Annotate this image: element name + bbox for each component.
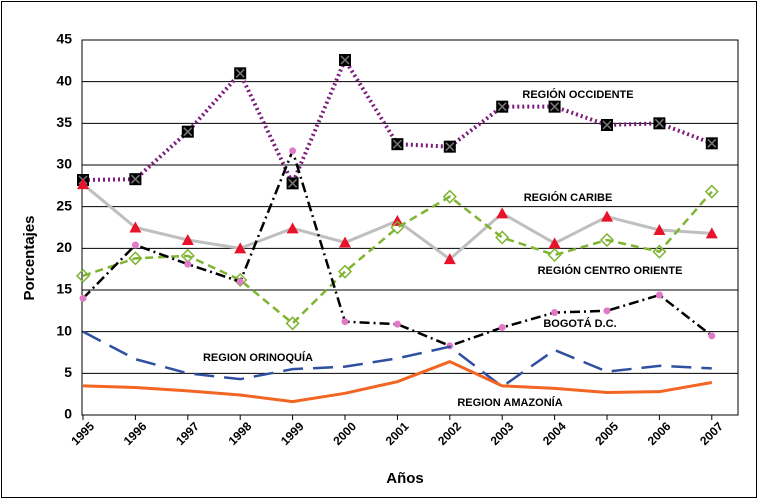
marker-cross (130, 174, 140, 184)
marker (442, 189, 457, 204)
series-label: REGIÓN OCCIDENTE (522, 88, 633, 101)
marker (705, 137, 718, 150)
marker (337, 264, 353, 279)
marker (548, 237, 561, 249)
y-tick-label: 25 (56, 197, 72, 213)
marker (705, 227, 718, 239)
marker-cross (602, 120, 612, 130)
y-tick-label: 30 (56, 156, 72, 172)
series-label: BOGOTÁ D.C. (543, 317, 616, 330)
marker (496, 100, 509, 113)
marker (390, 220, 405, 235)
y-tick-label: 45 (56, 31, 72, 47)
marker-cross (392, 139, 402, 149)
marker (77, 178, 89, 190)
marker (599, 232, 615, 248)
marker (601, 119, 613, 131)
marker (551, 309, 559, 316)
marker (496, 207, 509, 219)
marker (79, 294, 87, 302)
marker (704, 184, 719, 199)
series-label: REGION AMAZONÍA (457, 396, 562, 409)
series-line (82, 360, 713, 404)
marker (234, 242, 247, 254)
marker (128, 251, 143, 266)
marker (548, 100, 561, 113)
marker (131, 241, 139, 249)
y-tick-label: 10 (56, 322, 72, 338)
marker-cross (497, 102, 507, 112)
marker-cross (288, 178, 298, 188)
marker-cross (550, 102, 560, 112)
marker (653, 224, 666, 235)
marker (341, 318, 349, 326)
y-tick-label: 35 (56, 114, 72, 130)
marker (443, 140, 456, 153)
marker (393, 320, 401, 328)
marker (289, 147, 297, 155)
marker (655, 291, 663, 299)
series-label: REGIÓN CARIBE (524, 191, 613, 204)
marker (601, 210, 613, 222)
y-tick-label: 20 (56, 239, 72, 255)
marker (181, 125, 194, 138)
marker-cross (340, 55, 350, 65)
y-tick-label: 15 (56, 281, 72, 297)
marker (234, 67, 247, 80)
marker (498, 324, 506, 331)
marker (443, 253, 456, 265)
y-tick-label: 0 (64, 406, 72, 422)
marker-cross (235, 68, 245, 78)
marker (75, 268, 91, 283)
marker (286, 222, 299, 234)
series-label: REGIÓN CENTRO ORIENTE (538, 264, 683, 277)
marker-cross (183, 127, 193, 137)
marker (129, 173, 142, 186)
marker (708, 332, 716, 340)
marker (603, 307, 611, 315)
marker-cross (654, 118, 664, 128)
marker (547, 247, 562, 263)
marker-cross (445, 142, 455, 152)
plot-frame (81, 39, 739, 416)
marker (391, 214, 404, 226)
marker (653, 117, 666, 130)
marker (391, 138, 404, 151)
marker (339, 236, 351, 248)
marker (495, 230, 510, 245)
marker (129, 221, 142, 233)
marker (285, 316, 300, 331)
marker (339, 54, 351, 66)
series-label: REGION ORINOQUÍA (203, 351, 313, 364)
marker (184, 260, 192, 268)
marker (236, 278, 244, 286)
marker (286, 177, 299, 190)
marker (233, 272, 248, 288)
y-tick-label: 5 (64, 364, 72, 380)
marker-cross (707, 138, 717, 148)
marker (181, 234, 194, 245)
marker (652, 244, 667, 259)
y-tick-label: 40 (56, 72, 72, 88)
y-axis-title: Porcentajes (21, 215, 38, 300)
series-line (82, 190, 713, 326)
x-axis-title: Años (386, 470, 424, 487)
